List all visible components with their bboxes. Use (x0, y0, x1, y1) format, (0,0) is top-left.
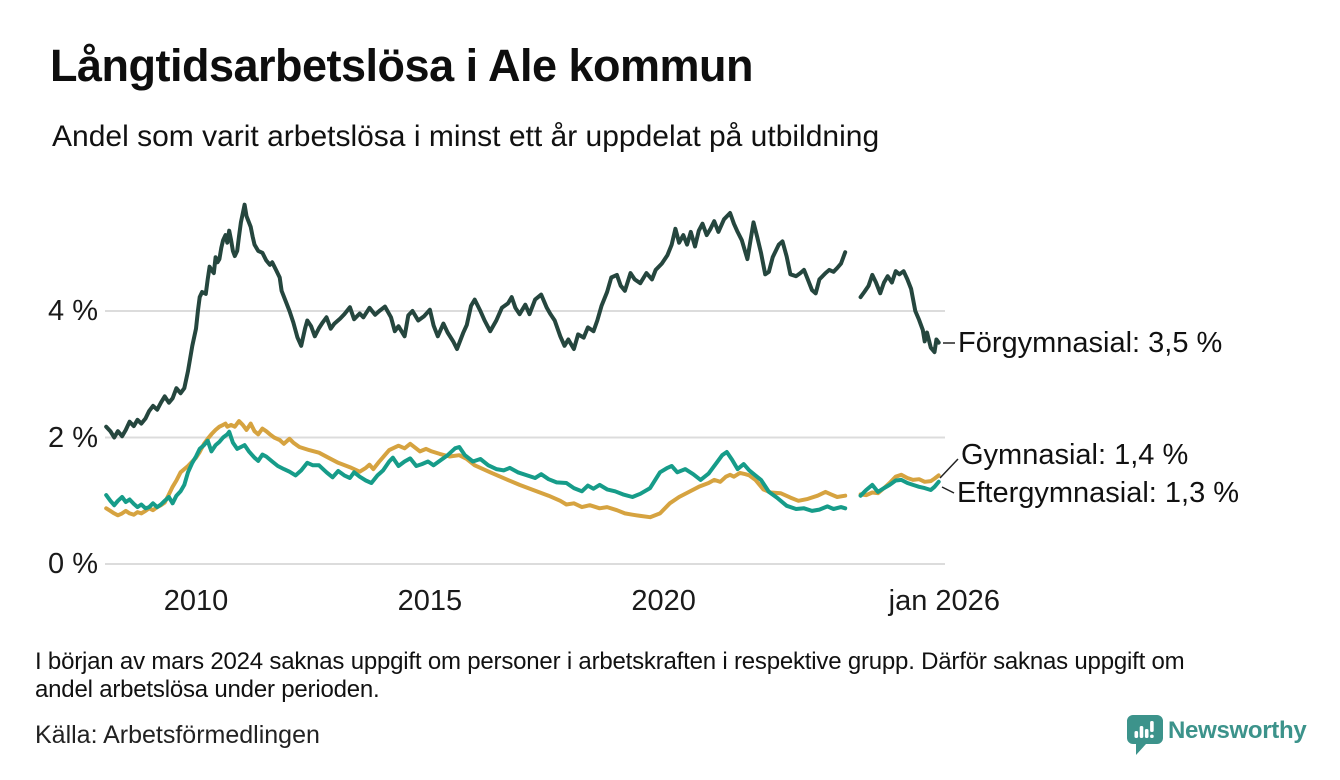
series-line-eftergymnasial (104, 429, 848, 513)
newsworthy-logo-icon (1127, 715, 1163, 755)
series-line-forgymnasial (104, 202, 848, 440)
newsworthy-logo-text: Newsworthy (1168, 717, 1307, 744)
footnote-line-1: I början av mars 2024 saknas uppgift om … (35, 648, 1185, 675)
x-axis-tick-label: 2020 (631, 585, 696, 617)
series-end-label-forgymnasial: Förgymnasial: 3,5 % (958, 327, 1223, 359)
source-label: Källa: Arbetsförmedlingen (35, 721, 320, 749)
series-end-label-eftergymnasial: Eftergymnasial: 1,3 % (957, 477, 1240, 509)
x-axis-tick-label: jan 2026 (888, 585, 1000, 617)
x-axis-tick-label: 2015 (397, 585, 463, 617)
series-line-gymnasial (858, 472, 941, 498)
annotation-leader-line (941, 486, 955, 494)
annotation-leader-line (939, 458, 959, 479)
series-line-forgymnasial (858, 269, 941, 355)
y-axis-tick-label: 4 % (48, 295, 98, 327)
chart-title: Långtidsarbetslösa i Ale kommun (50, 40, 753, 91)
series-line-eftergymnasial (858, 477, 941, 498)
footnote-line-2: andel arbetslösa under perioden. (35, 676, 380, 703)
series-line-gymnasial (104, 419, 848, 520)
y-axis-tick-label: 2 % (48, 421, 98, 454)
chart-subtitle: Andel som varit arbetslösa i minst ett å… (52, 120, 880, 153)
x-axis-tick-label: 2010 (163, 585, 229, 617)
y-axis-tick-label: 0 % (48, 548, 98, 580)
series-end-label-gymnasial: Gymnasial: 1,4 % (961, 439, 1189, 471)
